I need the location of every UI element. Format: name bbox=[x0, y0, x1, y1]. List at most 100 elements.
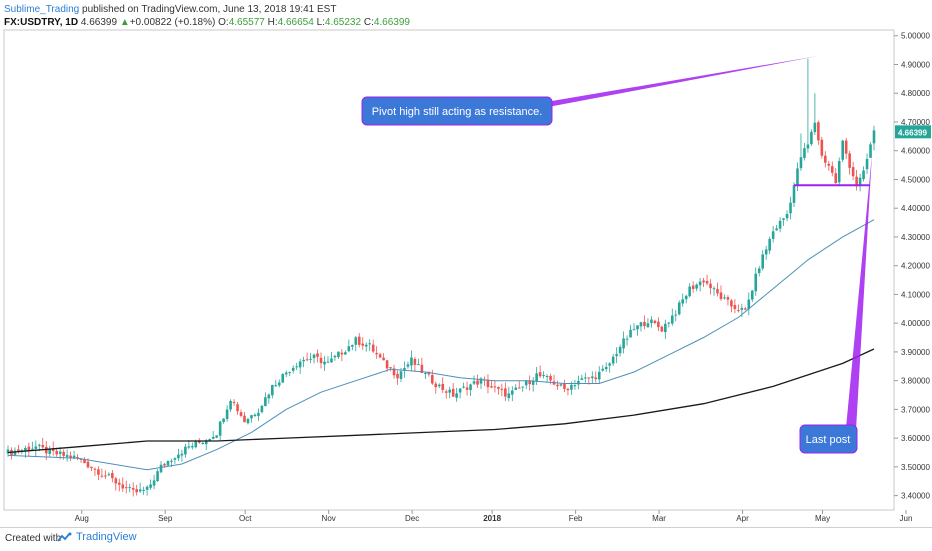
candle-body bbox=[417, 364, 420, 366]
candle-body bbox=[712, 288, 716, 290]
candle-body bbox=[580, 378, 584, 380]
candle-body bbox=[114, 478, 118, 484]
candle-body bbox=[771, 231, 775, 239]
candle-body bbox=[750, 290, 754, 300]
price-tick-label: 3.60000 bbox=[901, 434, 930, 443]
time-tick-label: May bbox=[815, 514, 830, 523]
candle-body bbox=[754, 273, 758, 292]
candle-body bbox=[747, 299, 751, 310]
price-tick-label: 3.50000 bbox=[901, 463, 930, 472]
candle-body bbox=[351, 344, 354, 347]
candle-body bbox=[267, 394, 271, 399]
candle-body bbox=[211, 436, 215, 439]
candle-body bbox=[688, 286, 691, 297]
candle-body bbox=[124, 487, 128, 489]
candle-body bbox=[135, 489, 138, 493]
candle-body bbox=[517, 387, 521, 389]
candle-body bbox=[705, 281, 709, 284]
candle-body bbox=[257, 412, 260, 416]
candle-body bbox=[458, 388, 462, 393]
candle-body bbox=[31, 448, 34, 450]
candle-body bbox=[347, 346, 351, 352]
price-chart[interactable]: 5.00000 4.90000 4.80000 4.70000 4.60000 4.500… bbox=[0, 0, 932, 527]
candle-body bbox=[559, 384, 563, 386]
candle-body bbox=[681, 299, 685, 304]
candle-body bbox=[639, 322, 643, 327]
last-post-box bbox=[799, 424, 858, 454]
candle-body bbox=[643, 321, 646, 327]
candle-body bbox=[775, 228, 778, 231]
candle-body bbox=[667, 322, 671, 324]
candle-body bbox=[191, 446, 194, 448]
symbol-label[interactable]: FX:USDTRY, 1D bbox=[4, 17, 79, 28]
footer-bar: Created with TradingView bbox=[0, 527, 932, 551]
time-tick-label: Oct bbox=[239, 514, 252, 523]
candle-body bbox=[434, 383, 438, 388]
candle-body bbox=[389, 367, 392, 369]
close-value: 4.66399 bbox=[373, 17, 410, 28]
high-value: 4.66654 bbox=[277, 17, 314, 28]
candle-body bbox=[740, 307, 744, 310]
candle-body bbox=[371, 344, 375, 352]
candle-body bbox=[573, 385, 577, 387]
price-tick-label: 4.10000 bbox=[901, 290, 930, 299]
candle-body bbox=[201, 442, 205, 445]
candle-body bbox=[737, 310, 740, 312]
candle-body bbox=[479, 378, 483, 384]
candle-body bbox=[65, 455, 69, 457]
price-tick-label: 4.40000 bbox=[901, 204, 930, 213]
candle-body bbox=[312, 354, 316, 359]
candle-body bbox=[782, 218, 785, 220]
candle-body bbox=[504, 388, 507, 397]
candle-body bbox=[51, 448, 55, 451]
candle-body bbox=[413, 358, 417, 365]
last-price: 4.66399 bbox=[80, 17, 118, 28]
candle-body bbox=[865, 159, 869, 170]
candle-body bbox=[542, 374, 545, 377]
time-tick-label: 2018 bbox=[483, 514, 501, 523]
candle-body bbox=[274, 385, 278, 387]
last-price-badge-text: 4.66399 bbox=[898, 128, 927, 137]
time-tick-label: Jun bbox=[900, 514, 913, 523]
time-axis[interactable]: Aug Sep Oct Nov Dec 2018 Feb Mar Apr May Jun bbox=[75, 510, 913, 523]
candle-body bbox=[451, 388, 455, 397]
candle-body bbox=[531, 380, 535, 385]
candle-body bbox=[441, 383, 445, 390]
candle-body bbox=[851, 167, 855, 177]
candle-body bbox=[632, 329, 636, 331]
candle-body bbox=[657, 321, 660, 328]
time-tick-label: Nov bbox=[322, 514, 336, 523]
candle-body bbox=[86, 461, 90, 468]
price-tick-label: 4.00000 bbox=[901, 319, 930, 328]
pivot-callout-text: Pivot high still acting as resistance. bbox=[372, 106, 543, 118]
candle-body bbox=[97, 469, 100, 475]
pivot-callout-pointer bbox=[540, 56, 818, 107]
candle-body bbox=[20, 449, 24, 451]
moving-average-line bbox=[7, 348, 875, 454]
candle-body bbox=[521, 386, 525, 388]
candle-body bbox=[90, 466, 93, 469]
candle-body bbox=[41, 445, 45, 448]
candle-body bbox=[83, 459, 86, 464]
pivot-callout-box bbox=[361, 96, 553, 126]
price-tick-label: 4.50000 bbox=[901, 175, 930, 184]
candle-body bbox=[295, 366, 298, 368]
price-tick-label: 4.80000 bbox=[901, 89, 930, 98]
open-value: 4.65577 bbox=[228, 17, 265, 28]
author-link[interactable]: Sublime_Trading bbox=[4, 4, 80, 15]
candle-body bbox=[250, 415, 253, 419]
candle-body bbox=[344, 352, 347, 355]
price-tick-label: 3.40000 bbox=[901, 492, 930, 501]
candle-body bbox=[837, 161, 841, 183]
candle-body bbox=[437, 384, 441, 387]
candle-body bbox=[142, 489, 145, 491]
candle-body bbox=[152, 480, 156, 486]
candle-body bbox=[406, 364, 410, 367]
price-axis[interactable]: 5.00000 4.90000 4.80000 4.70000 4.60000 4.500… bbox=[894, 32, 931, 501]
candle-body bbox=[535, 373, 538, 382]
candle-body bbox=[225, 409, 229, 420]
time-tick-label: Mar bbox=[652, 514, 666, 523]
tradingview-brand[interactable]: TradingView bbox=[57, 531, 137, 543]
candle-body bbox=[93, 468, 97, 470]
candle-body bbox=[246, 418, 250, 424]
